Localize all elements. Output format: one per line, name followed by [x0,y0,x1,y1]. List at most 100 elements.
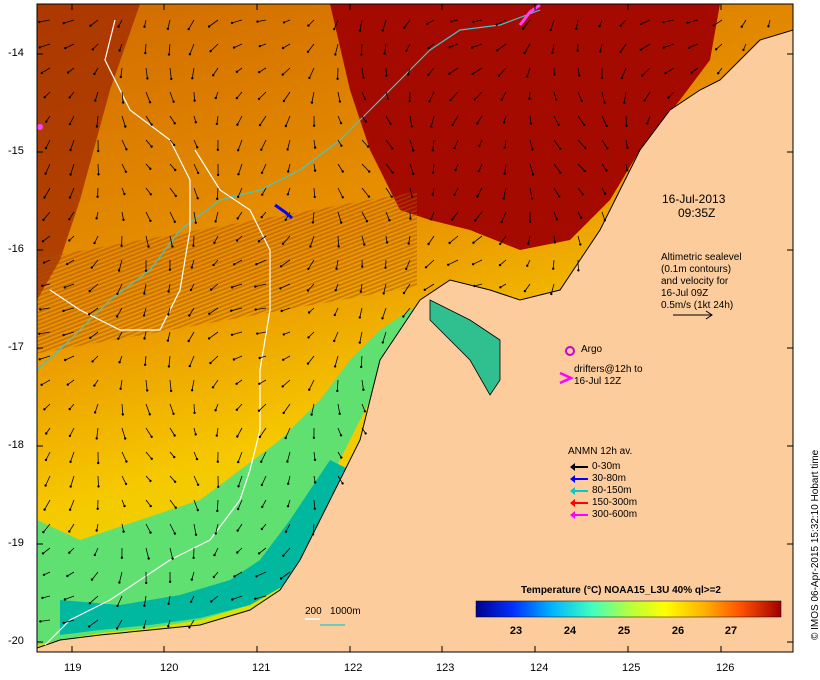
velocity-arrow [210,355,219,364]
velocity-arrow-head [767,25,770,28]
velocity-arrow-head [339,121,343,125]
velocity-arrow-head [88,625,91,628]
velocity-arrow-head [43,96,46,99]
velocity-arrow-head [236,195,240,198]
velocity-arrow-head [334,289,337,292]
velocity-arrow-head [189,288,193,292]
velocity-arrow [208,19,219,27]
velocity-arrow-head [115,627,119,630]
velocity-arrow [308,19,315,26]
velocity-arrow [45,163,51,174]
velocity-arrow [529,115,532,124]
velocity-arrow [308,379,315,390]
velocity-arrow [41,379,51,386]
velocity-arrow-head [42,573,46,576]
velocity-arrow-head [626,146,629,149]
velocity-arrow [145,211,151,221]
velocity-arrow [70,451,75,462]
velocity-arrow-head [553,241,557,244]
velocity-arrow [189,619,195,628]
velocity-arrow [191,67,195,79]
velocity-arrow-head [527,242,530,245]
velocity-arrow [193,499,199,511]
velocity-arrow-head [237,460,240,464]
velocity-arrow [169,187,177,197]
velocity-arrow [308,331,315,338]
velocity-arrow-head [170,77,173,81]
velocity-arrow-head [147,245,150,248]
velocity-arrow [118,259,123,271]
velocity-arrow [256,571,267,577]
velocity-arrow [334,307,339,316]
velocity-arrow [39,43,51,48]
velocity-arrow [501,91,507,100]
velocity-arrow [145,379,148,391]
velocity-arrow [599,43,603,52]
velocity-arrow-head [172,412,175,415]
velocity-arrow-head [740,25,743,28]
velocity-arrow-head [358,316,361,319]
velocity-arrow-head [44,458,48,462]
velocity-arrow [429,91,435,102]
velocity-arrow [333,19,339,30]
velocity-arrow [43,211,51,221]
velocity-arrow-head [363,243,366,246]
velocity-arrow [663,19,675,23]
velocity-arrow-head [173,480,177,483]
x-tick: 124 [530,662,549,674]
velocity-arrow [258,403,267,411]
velocity-arrow [145,427,152,438]
velocity-arrow-head [286,460,289,463]
velocity-arrow-head [88,602,92,605]
velocity-arrow-head [363,97,367,101]
velocity-arrow [68,211,75,220]
velocity-arrow [121,451,127,462]
velocity-arrow-head [230,309,233,312]
velocity-arrow [91,571,99,580]
velocity-arrow [432,163,435,173]
velocity-arrow [477,187,483,197]
velocity-arrow [361,235,365,245]
velocity-arrow-head [368,170,371,173]
velocity-arrow [121,139,127,150]
velocity-arrow-head [95,437,98,440]
velocity-arrow [41,67,51,74]
velocity-arrow [88,307,99,315]
velocity-arrow-head [559,171,562,174]
velocity-arrow [452,115,459,126]
velocity-arrow [620,19,627,26]
velocity-arrow-head [282,411,285,415]
velocity-arrow-head [188,626,191,629]
velocity-arrow-head [68,407,71,411]
velocity-arrow-head [69,485,72,488]
velocity-arrow-head [236,507,240,511]
velocity-arrow-head [554,98,558,101]
velocity-arrow [92,355,99,362]
velocity-arrow-head [174,194,177,198]
velocity-arrow-head [333,27,336,31]
velocity-arrow-head [149,504,152,508]
velocity-arrow-head [63,598,67,601]
velocity-arrow-head [712,24,715,27]
isobath-200m [36,9,541,371]
velocity-arrow [121,115,126,127]
velocity-arrow [169,163,176,171]
velocity-arrow-head [44,172,47,175]
colorbar-tick: 27 [724,625,738,637]
velocity-arrow-head [214,220,217,223]
velocity-arrow [385,187,393,197]
velocity-arrow-head [502,197,505,200]
velocity-arrow [169,211,176,222]
velocity-arrow [216,115,219,124]
velocity-arrow [450,91,459,101]
velocity-arrow-head [88,313,91,316]
velocity-arrow [261,499,267,508]
velocity-arrow [169,115,176,124]
velocity-arrow [64,283,75,288]
velocity-arrow-head [97,149,100,153]
velocity-arrow-head [281,46,285,50]
velocity-arrow [116,307,123,317]
velocity-arrow [454,187,459,196]
velocity-arrow-head [68,551,71,554]
velocity-arrow-head [333,339,336,343]
